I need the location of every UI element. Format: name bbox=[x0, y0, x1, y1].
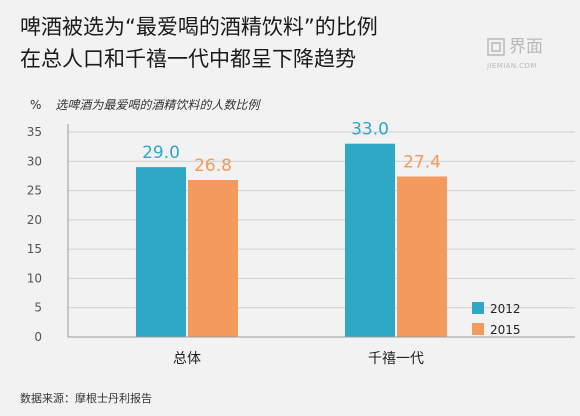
y-tick-label: 5 bbox=[34, 301, 42, 315]
unit-label: % bbox=[30, 98, 42, 112]
y-tick-label: 30 bbox=[27, 154, 42, 168]
legend-swatch bbox=[472, 302, 484, 314]
jiemian-logo: 界面 JIEMIAN.COM bbox=[487, 36, 561, 78]
data-label: 27.4 bbox=[403, 153, 441, 173]
logo-text: 界面 bbox=[509, 37, 543, 57]
bar-2012-0 bbox=[136, 167, 186, 337]
legend-swatch bbox=[472, 323, 484, 335]
logo-subtext: JIEMIAN.COM bbox=[487, 62, 537, 70]
legend-item-2015: 2015 bbox=[472, 323, 521, 337]
y-tick-label: 35 bbox=[27, 125, 42, 139]
legend-label: 2012 bbox=[490, 302, 521, 316]
chart-title: 啤酒被选为“最爱喝的酒精饮料”的比例 bbox=[20, 15, 378, 39]
legend-label: 2015 bbox=[490, 323, 521, 337]
legend-item-2012: 2012 bbox=[472, 302, 521, 316]
logo-mark-icon bbox=[487, 38, 505, 56]
y-tick-label: 25 bbox=[27, 184, 42, 198]
data-label: 26.8 bbox=[194, 156, 232, 176]
y-tick-label: 15 bbox=[27, 242, 42, 256]
data-label: 33.0 bbox=[351, 120, 389, 140]
y-tick-label: 0 bbox=[34, 330, 42, 344]
subtitle-text: 选啤酒为最爱喝的酒精饮料的人数比例 bbox=[55, 98, 260, 112]
bar-2015-1 bbox=[397, 176, 447, 337]
bar-2015-0 bbox=[188, 180, 238, 337]
y-tick-label: 10 bbox=[27, 271, 42, 285]
chart-subtitle: % 选啤酒为最爱喝的酒精饮料的人数比例 bbox=[30, 96, 259, 113]
data-source: 数据来源：摩根士丹利报告 bbox=[20, 392, 152, 405]
data-label: 29.0 bbox=[142, 143, 180, 163]
x-category-label: 总体 bbox=[173, 351, 201, 367]
x-category-label: 千禧一代 bbox=[368, 351, 424, 367]
y-tick-label: 20 bbox=[27, 213, 42, 227]
bar-2012-1 bbox=[345, 143, 395, 337]
chart-title-line2: 在总人口和千禧一代中都呈下降趋势 bbox=[20, 47, 356, 71]
